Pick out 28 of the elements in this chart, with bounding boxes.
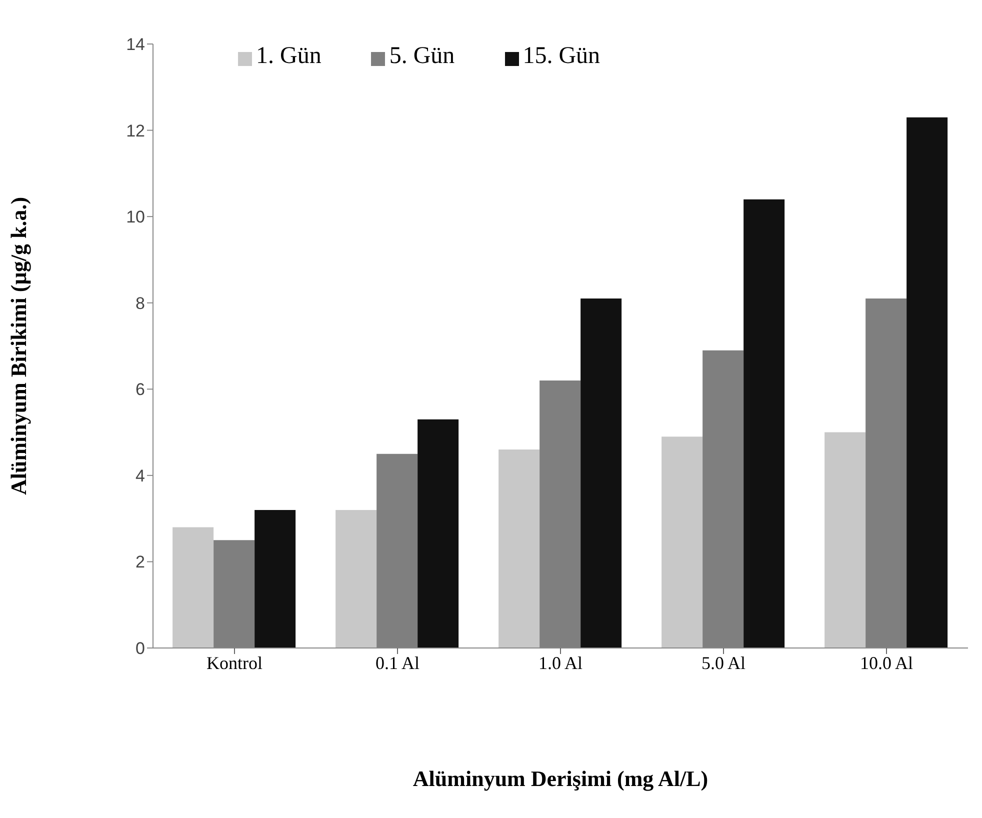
bar [906, 117, 948, 648]
bar [662, 436, 703, 648]
legend-label: 1. Gün [256, 43, 322, 69]
y-tick-label: 4 [136, 466, 145, 486]
bar [744, 199, 785, 648]
bar [580, 298, 622, 648]
x-tick-label: 0.1 Al [375, 652, 420, 673]
legend-label: 5. Gün [389, 43, 455, 69]
x-tick-label: 5.0 Al [701, 652, 746, 673]
bar [254, 510, 296, 648]
y-tick-label: 0 [136, 639, 145, 658]
x-tick-label: 10.0 Al [860, 652, 914, 673]
y-tick-label: 14 [126, 35, 145, 54]
y-tick-label: 6 [136, 380, 145, 400]
y-axis-title: Alüminyum Birikimi (µg/g k.a.) [6, 196, 31, 496]
y-tick-label: 12 [126, 121, 145, 140]
bar [418, 419, 459, 648]
y-tick-label: 2 [136, 552, 145, 572]
bar [824, 432, 866, 648]
y-tick-label: 8 [136, 294, 145, 313]
bar [336, 510, 377, 648]
x-tick-label: 1.0 Al [538, 652, 583, 673]
y-tick-label: 10 [126, 208, 145, 227]
x-tick-label: Kontrol [206, 652, 262, 673]
bar [498, 450, 540, 648]
bar [172, 527, 214, 648]
x-axis-title: Alüminyum Derişimi (mg Al/L) [412, 766, 708, 791]
legend-label: 15. Gün [522, 43, 600, 69]
